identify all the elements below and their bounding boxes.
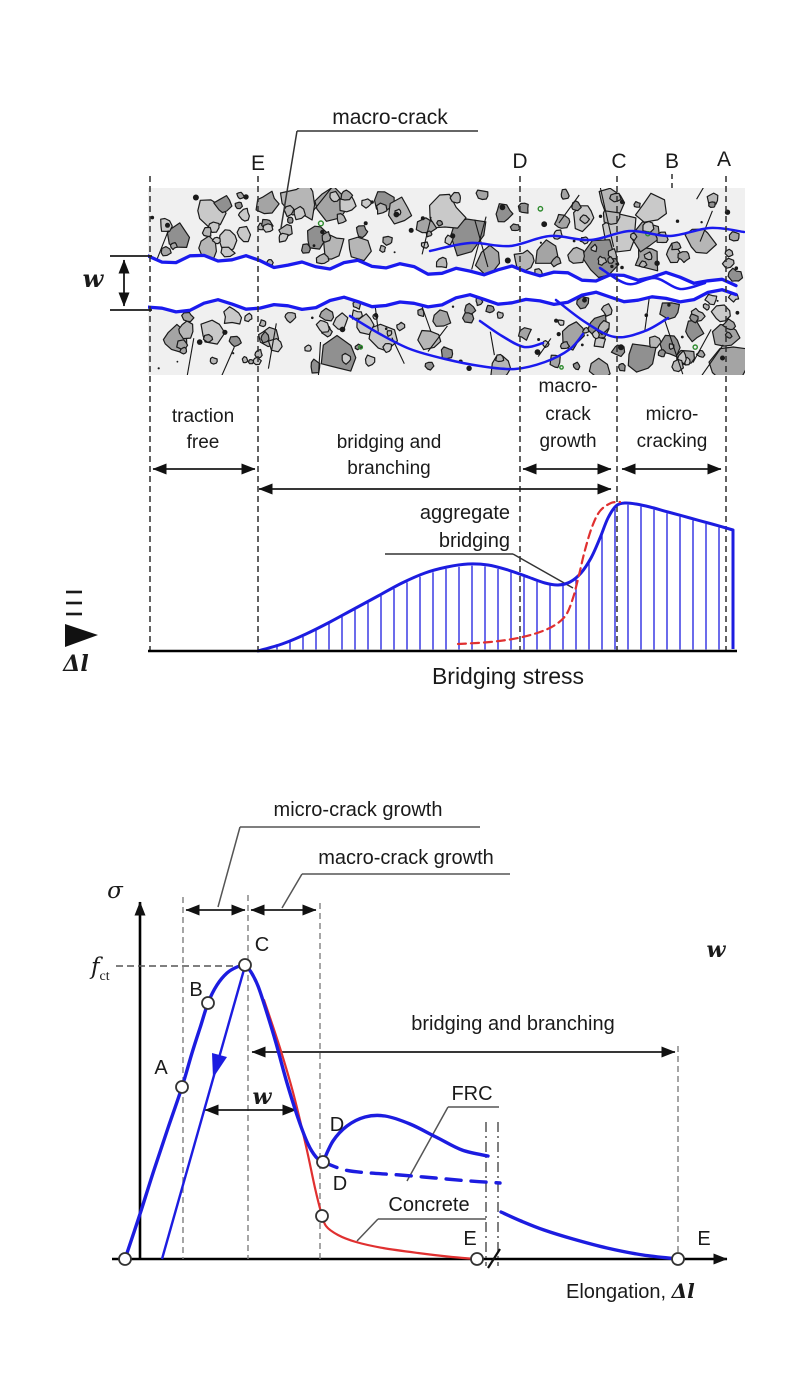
zone-macro-line1: macro- xyxy=(538,376,597,397)
fct-label: fct xyxy=(89,954,110,984)
macro-crack-label: macro-crack xyxy=(332,106,448,129)
aggregate-bridging-line2: bridging xyxy=(439,530,510,552)
aggregate-bridging-line1: aggregate xyxy=(420,502,510,524)
zone-traction-line2: free xyxy=(187,432,220,453)
point-label-E-concrete: E xyxy=(463,1228,476,1250)
frc-label: FRC xyxy=(451,1083,492,1105)
section-letter-D: D xyxy=(512,150,527,173)
concrete-label: Concrete xyxy=(388,1194,469,1216)
section-letter-A: A xyxy=(717,148,731,171)
zone-macro-line2: crack xyxy=(545,404,591,425)
zone-macro-line3: growth xyxy=(539,431,596,452)
section-letter-C: C xyxy=(611,150,626,173)
zone-traction-line1: traction xyxy=(172,406,234,427)
zone-bridging-line1: bridging and xyxy=(337,432,442,453)
zone-micro-line2: cracking xyxy=(637,431,708,452)
micro-crack-growth-label: micro-crack growth xyxy=(274,799,443,821)
crack-width-label: w xyxy=(83,264,105,293)
zone-micro-line1: micro- xyxy=(646,404,699,425)
point-label-C: C xyxy=(255,934,269,956)
point-label-B: B xyxy=(189,979,202,1001)
zone-bridging-line2: branching xyxy=(347,458,430,479)
bridging-branching-label: bridging and branching xyxy=(411,1013,615,1035)
section-letter-B: B xyxy=(665,150,679,173)
w-right-fragment: w xyxy=(707,937,727,963)
section-letter-E: E xyxy=(251,152,265,175)
point-label-E-frc: E xyxy=(697,1228,710,1250)
cropped-delta-l-fragment: Δl xyxy=(62,651,88,677)
point-label-A: A xyxy=(154,1057,168,1079)
point-label-D-frc: D xyxy=(330,1114,344,1136)
figure-graphics xyxy=(65,130,745,1269)
bridging-stress-axis-label: Bridging stress xyxy=(432,663,584,689)
elongation-axis-label: Elongation, Δl xyxy=(566,1279,695,1303)
point-label-D-concrete: D xyxy=(333,1173,347,1195)
macro-crack-growth-label: macro-crack growth xyxy=(318,847,494,869)
crack-width-w-label: w xyxy=(253,1084,273,1110)
sigma-axis-label: σ xyxy=(107,878,124,904)
